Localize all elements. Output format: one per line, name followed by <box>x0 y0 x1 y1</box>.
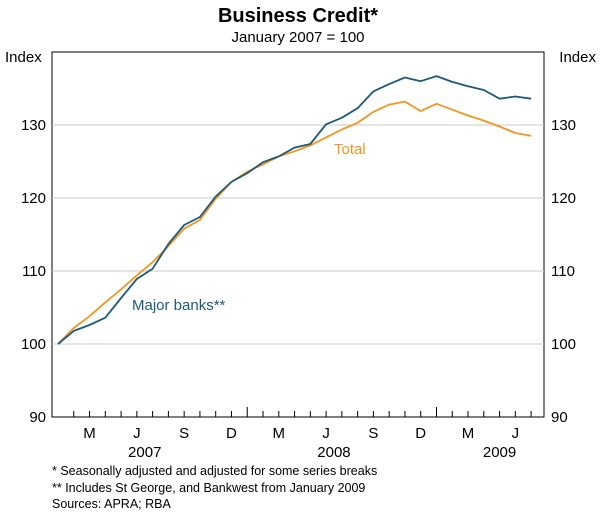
ytick-label-left: 100 <box>21 336 46 353</box>
xtick-label-month: M <box>273 425 286 442</box>
ytick-label-left: 130 <box>21 117 46 134</box>
plot-frame <box>51 51 545 418</box>
xtick-label-month: M <box>462 425 475 442</box>
ytick-label-left: 90 <box>29 409 46 426</box>
xtick-label-month: S <box>179 425 189 442</box>
chart-title: Business Credit* <box>218 5 378 27</box>
xtick-label-year: 2008 <box>317 444 350 461</box>
xtick-label-month: J <box>512 425 520 442</box>
footnote-sources: Sources: APRA; RBA <box>52 497 171 511</box>
ytick-label-left: 110 <box>22 263 46 280</box>
series-label-total: Total <box>334 141 366 158</box>
series-line-major-banks <box>57 75 532 345</box>
footnote-includes: ** Includes St George, and Bankwest from… <box>52 480 366 495</box>
xtick-label-month: D <box>226 425 237 442</box>
series-line-total <box>57 100 532 345</box>
chart-subtitle: January 2007 = 100 <box>231 29 364 46</box>
y-axis-label-left: Index <box>5 49 42 66</box>
ytick-label-right: 110 <box>551 263 575 280</box>
ytick-label-right: 90 <box>551 409 568 426</box>
xtick-label-month: S <box>368 425 378 442</box>
xtick-label-year: 2009 <box>483 444 516 461</box>
ytick-label-right: 130 <box>551 117 576 134</box>
ytick-label-left: 120 <box>21 190 46 207</box>
footnote-seasonal: * Seasonally adjusted and adjusted for s… <box>52 464 378 478</box>
y-axis-label-right: Index <box>559 49 596 66</box>
series-label-major-banks: Major banks** <box>132 297 226 314</box>
xtick-label-month: M <box>83 425 96 442</box>
xtick-label-month: J <box>322 425 330 442</box>
ytick-label-right: 120 <box>551 190 576 207</box>
xtick-label-month: D <box>415 425 426 442</box>
xtick-label-year: 2007 <box>128 444 161 461</box>
ytick-label-right: 100 <box>551 336 576 353</box>
footnotes: * Seasonally adjusted and adjusted for s… <box>52 463 377 513</box>
xtick-label-month: J <box>133 425 141 442</box>
